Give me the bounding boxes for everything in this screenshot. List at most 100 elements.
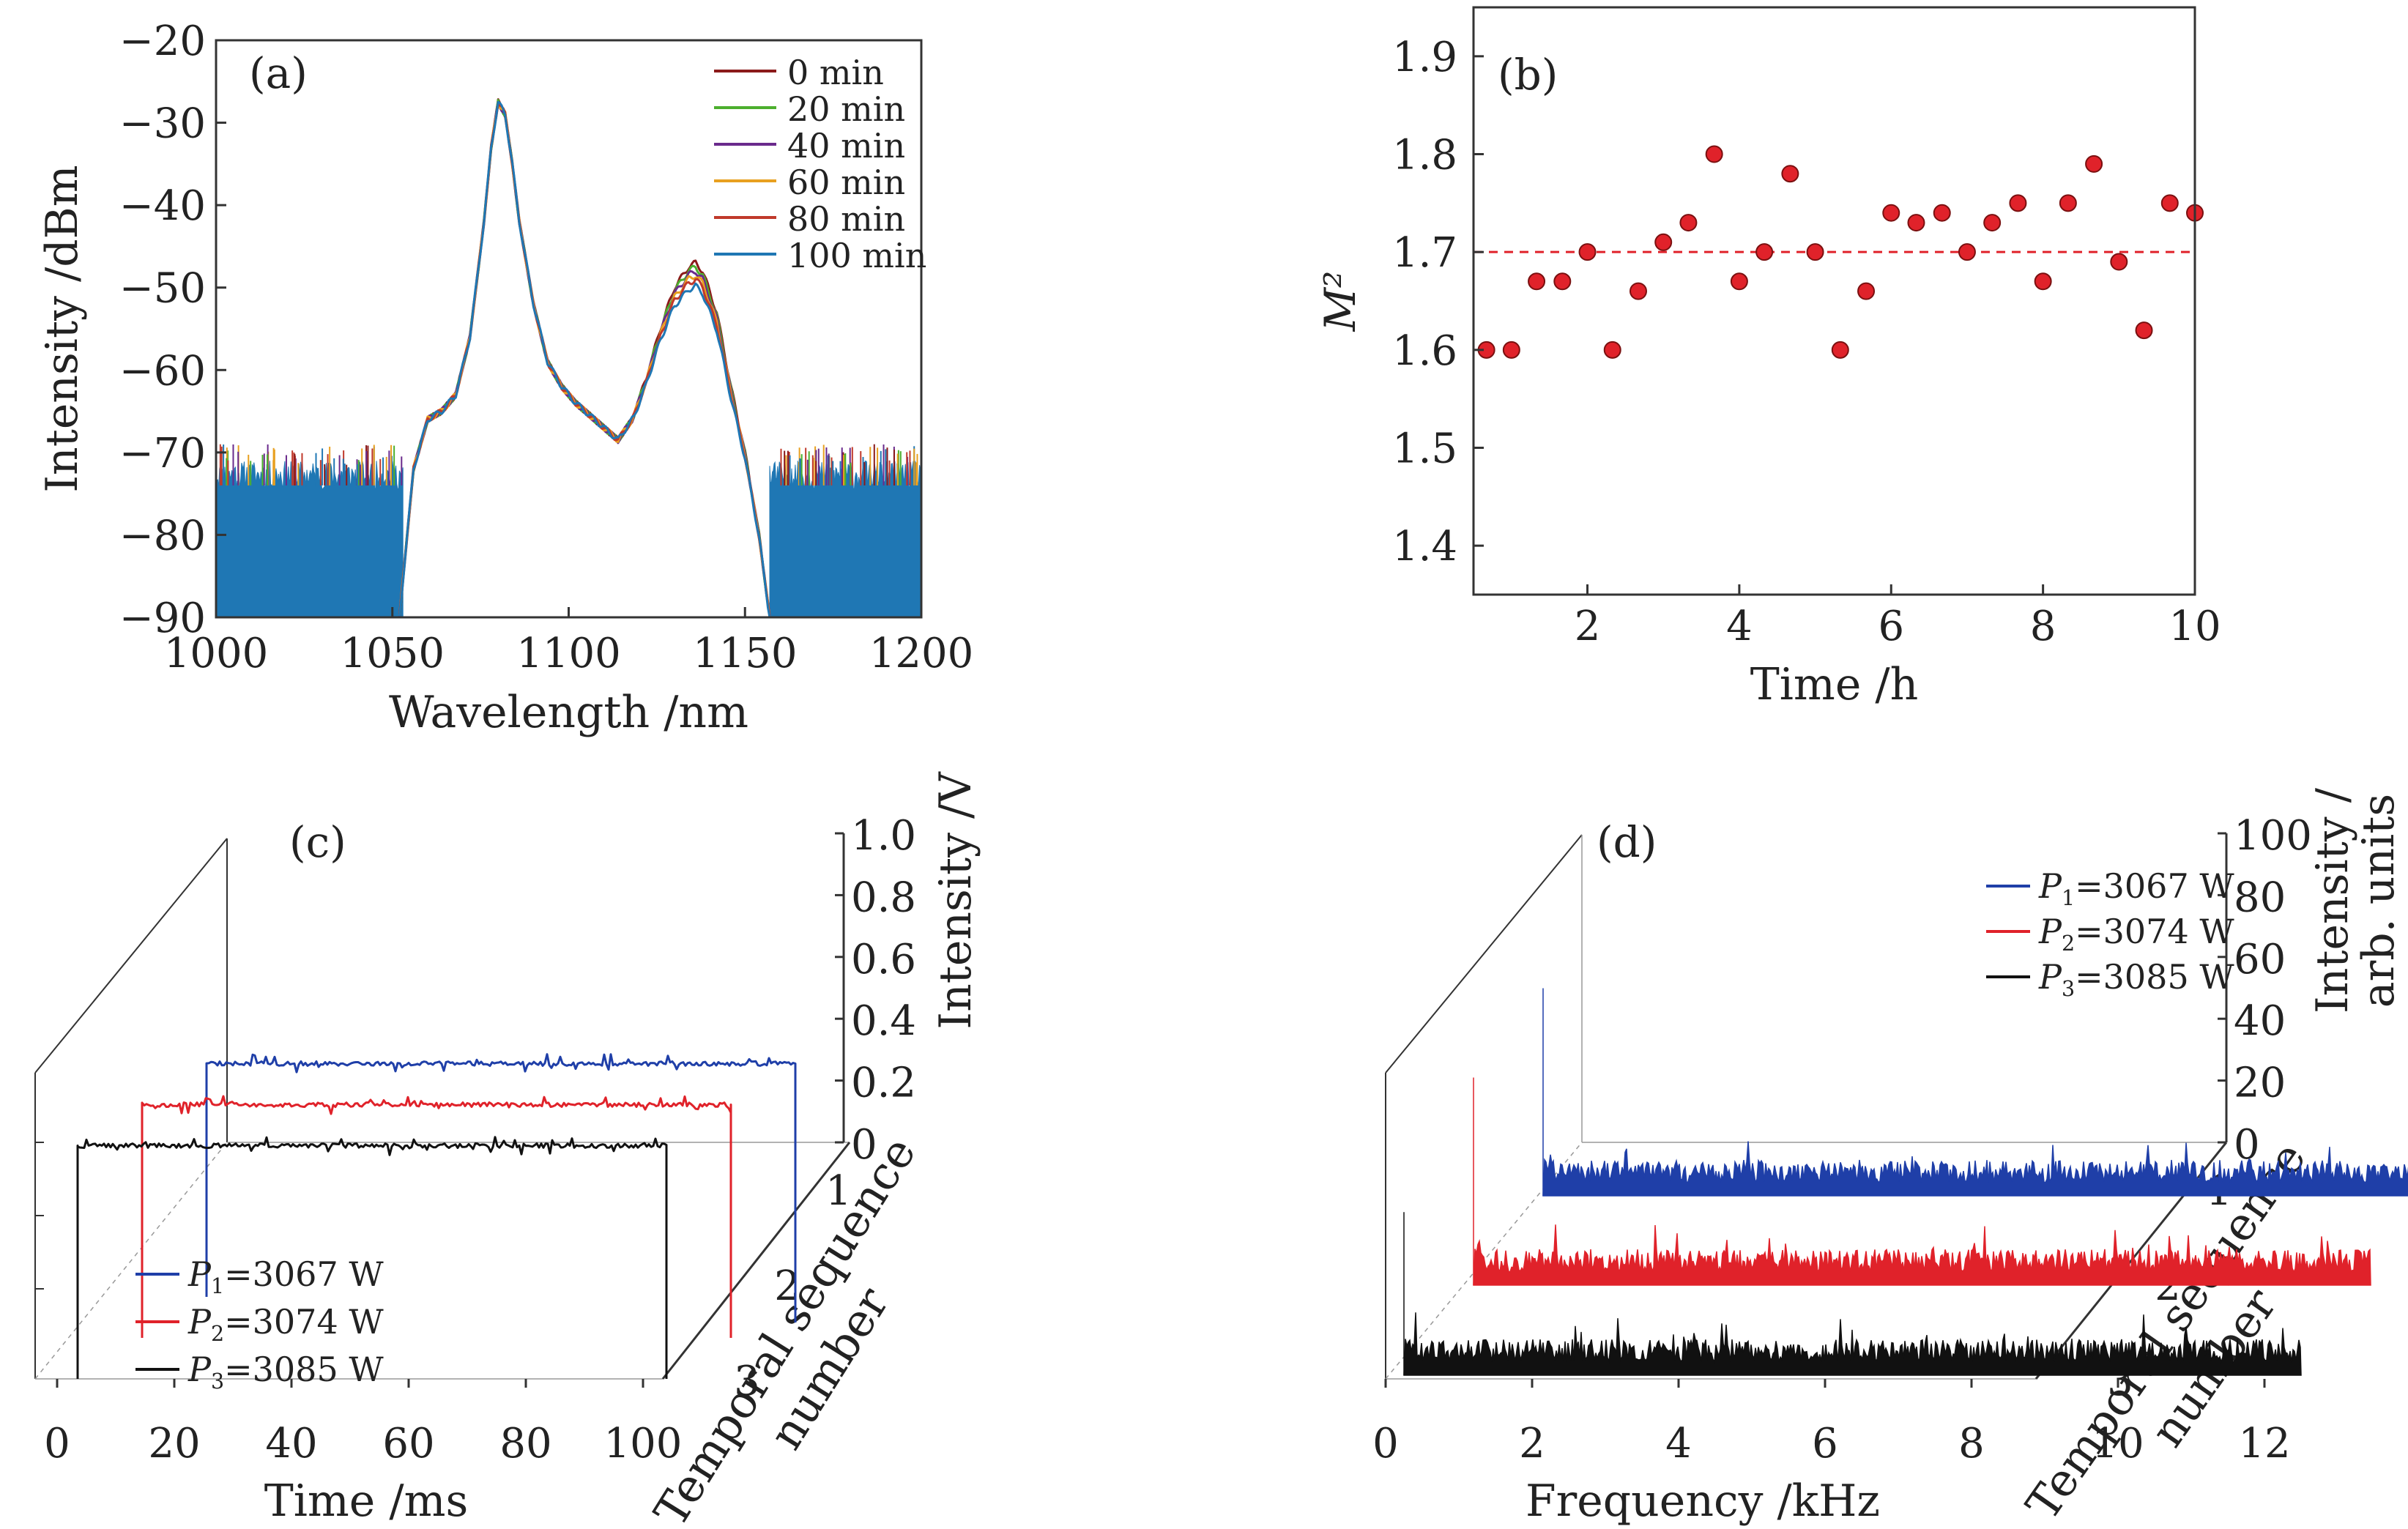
x-tick-label: 8 — [2030, 603, 2056, 650]
spectrum-line-100-min — [398, 100, 771, 618]
frequency-tick-label: 6 — [1812, 1420, 1838, 1467]
data-point — [1629, 282, 1647, 300]
noise-floor-left — [215, 461, 404, 618]
intensity-tick-label: 0 — [851, 1121, 877, 1169]
frequency-tick-label: 8 — [1958, 1420, 1985, 1467]
time-tick-label: 80 — [499, 1420, 551, 1467]
frequency-spectrum-seq-1 — [1542, 1141, 2408, 1197]
intensity-tick-label: 100 — [2234, 812, 2312, 860]
panel-label: (a) — [249, 48, 308, 98]
data-point — [1730, 272, 1748, 291]
intensity-axis-title-line2: arb. units — [2353, 794, 2404, 1008]
y-tick-label: 1.9 — [1392, 34, 1457, 81]
x-tick-label: 1200 — [869, 630, 974, 677]
y-tick-label: 1.4 — [1392, 523, 1457, 570]
intensity-tick-label: 0.4 — [851, 997, 916, 1045]
data-point — [1958, 243, 1976, 261]
data-point — [1857, 282, 1876, 300]
y-tick-label: −30 — [119, 100, 206, 148]
data-point — [2009, 194, 2027, 212]
legend-label-1: 20 min — [787, 89, 905, 129]
x-tick-label: 1100 — [516, 630, 621, 677]
panel-b-m2-chart: 2 4 6 8 10 1.4 1.5 1.6 1.7 1.8 1.9 Time /h M² (b) — [1315, 6, 2221, 710]
data-point — [1755, 243, 1774, 261]
sequence-axis — [661, 1142, 851, 1380]
x-tick-label: 1000 — [164, 630, 269, 677]
frequency-spectrum-seq-2 — [1473, 1224, 2371, 1286]
intensity-tick-label: 40 — [2234, 997, 2286, 1045]
frequency-tick-label: 10 — [2092, 1420, 2144, 1467]
frequency-tick-label: 12 — [2238, 1420, 2290, 1467]
data-point — [1983, 214, 2002, 232]
frequency-tick-label: 4 — [1665, 1420, 1692, 1467]
data-point — [1831, 341, 1849, 359]
data-point — [1654, 233, 1673, 251]
frequency-spectrum-seq-3 — [1403, 1312, 2302, 1376]
data-point — [2059, 194, 2077, 212]
legend-label-3: 60 min — [787, 163, 905, 202]
data-point — [1781, 165, 1799, 183]
legend-entry-2-label: P2=3074 W — [2038, 912, 2234, 956]
intensity-tick-label: 0.8 — [851, 874, 916, 921]
x-tick-label: 4 — [1726, 603, 1753, 650]
temporal-trace-seq-1 — [205, 1053, 797, 1322]
legend-entry-2-label: P2=3074 W — [187, 1302, 384, 1346]
y-tick-label: −80 — [119, 512, 206, 559]
legend-label-0: 0 min — [787, 53, 884, 92]
temporal-trace-seq-3 — [76, 1136, 668, 1379]
y-tick-label: −60 — [119, 347, 206, 395]
sequence-tick-label: 1 — [825, 1167, 852, 1215]
time-tick-label: 100 — [604, 1420, 683, 1467]
x-axis-title: Time /h — [1750, 659, 1919, 710]
time-tick-label: 20 — [148, 1420, 200, 1467]
y-tick-label: −20 — [119, 18, 206, 65]
y-axis-title: Intensity /dBm — [37, 165, 88, 492]
y-tick-label: −50 — [119, 265, 206, 313]
time-tick-label: 40 — [265, 1420, 317, 1467]
frequency-axis-title: Frequency /kHz — [1526, 1476, 1880, 1527]
panel-label: (b) — [1498, 50, 1558, 100]
panel-a-spectrum-chart: 1000 1050 1100 1150 1200 −20 −30 −40 −50 −60 −70 −8… — [37, 18, 973, 738]
y-tick-label: −90 — [119, 595, 206, 642]
data-point — [1882, 204, 1900, 222]
legend-entry-1-label: P1=3067 W — [187, 1254, 384, 1298]
panel-c-temporal-chart: 00.20.40.60.81.0 Intensity /V123Temporal … — [34, 771, 981, 1529]
intensity-tick-label: 60 — [2234, 936, 2286, 983]
intensity-axis-title: Intensity /V — [930, 771, 981, 1030]
intensity-tick-label: 0.2 — [851, 1060, 916, 1107]
temporal-trace-seq-2 — [141, 1095, 732, 1338]
data-point — [1528, 272, 1546, 291]
intensity-tick-label: 1.0 — [851, 812, 916, 860]
legend-label-2: 40 min — [787, 126, 905, 165]
data-point — [2160, 194, 2179, 212]
y-tick-label: −70 — [119, 430, 206, 477]
x-tick-label: 1150 — [693, 630, 798, 677]
x-tick-label: 1050 — [340, 630, 445, 677]
data-point — [1806, 243, 1824, 261]
spectrum-line-20-min — [398, 99, 771, 618]
data-point — [2085, 155, 2103, 173]
data-point — [2034, 272, 2052, 291]
data-point — [2135, 321, 2153, 340]
y-axis-title: M² — [1315, 271, 1365, 332]
intensity-tick-label: 0 — [2234, 1121, 2260, 1169]
frequency-tick-label: 0 — [1372, 1420, 1399, 1467]
y-tick-label: 1.5 — [1392, 425, 1457, 473]
intensity-axis-title-line1: Intensity / — [2307, 787, 2358, 1013]
x-tick-label: 2 — [1575, 603, 1601, 650]
y-tick-label: 1.8 — [1392, 132, 1457, 179]
x-tick-label: 10 — [2169, 603, 2221, 650]
panel-label: (c) — [289, 817, 346, 867]
legend-entry-1-label: P1=3067 W — [2038, 866, 2234, 910]
plot-frame — [1472, 6, 2196, 596]
data-point — [1603, 341, 1621, 359]
time-tick-label: 0 — [44, 1420, 70, 1467]
data-point — [1907, 214, 1925, 232]
panel-label: (d) — [1597, 817, 1657, 867]
time-tick-label: 60 — [382, 1420, 434, 1467]
legend-label-5: 100 min — [787, 236, 926, 275]
y-tick-label: −40 — [119, 182, 206, 230]
box-edge — [34, 1142, 228, 1380]
